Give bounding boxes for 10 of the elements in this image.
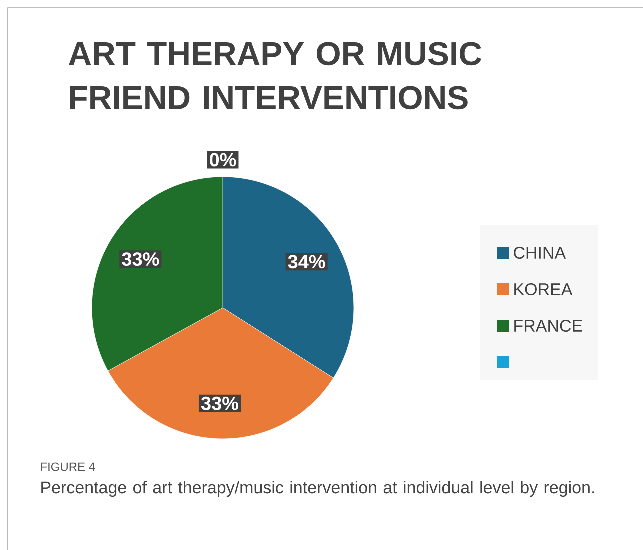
- legend-label: KOREA: [514, 283, 573, 296]
- legend-label: CHINA: [514, 246, 566, 260]
- chart-title: ART THERAPY OR MUSIC FRIEND INTERVENTIONS: [69, 42, 482, 110]
- caption: FIGURE 4: [41, 462, 96, 472]
- text: Percentage of art therapy/music intervention at individual level by region.: [42, 481, 594, 498]
- legend-label: FRANCE: [514, 320, 582, 332]
- text: 0%: [210, 153, 236, 167]
- data-label: 33%: [201, 396, 239, 410]
- data-label: 34%: [288, 255, 326, 269]
- data-label: 33%: [122, 252, 160, 266]
